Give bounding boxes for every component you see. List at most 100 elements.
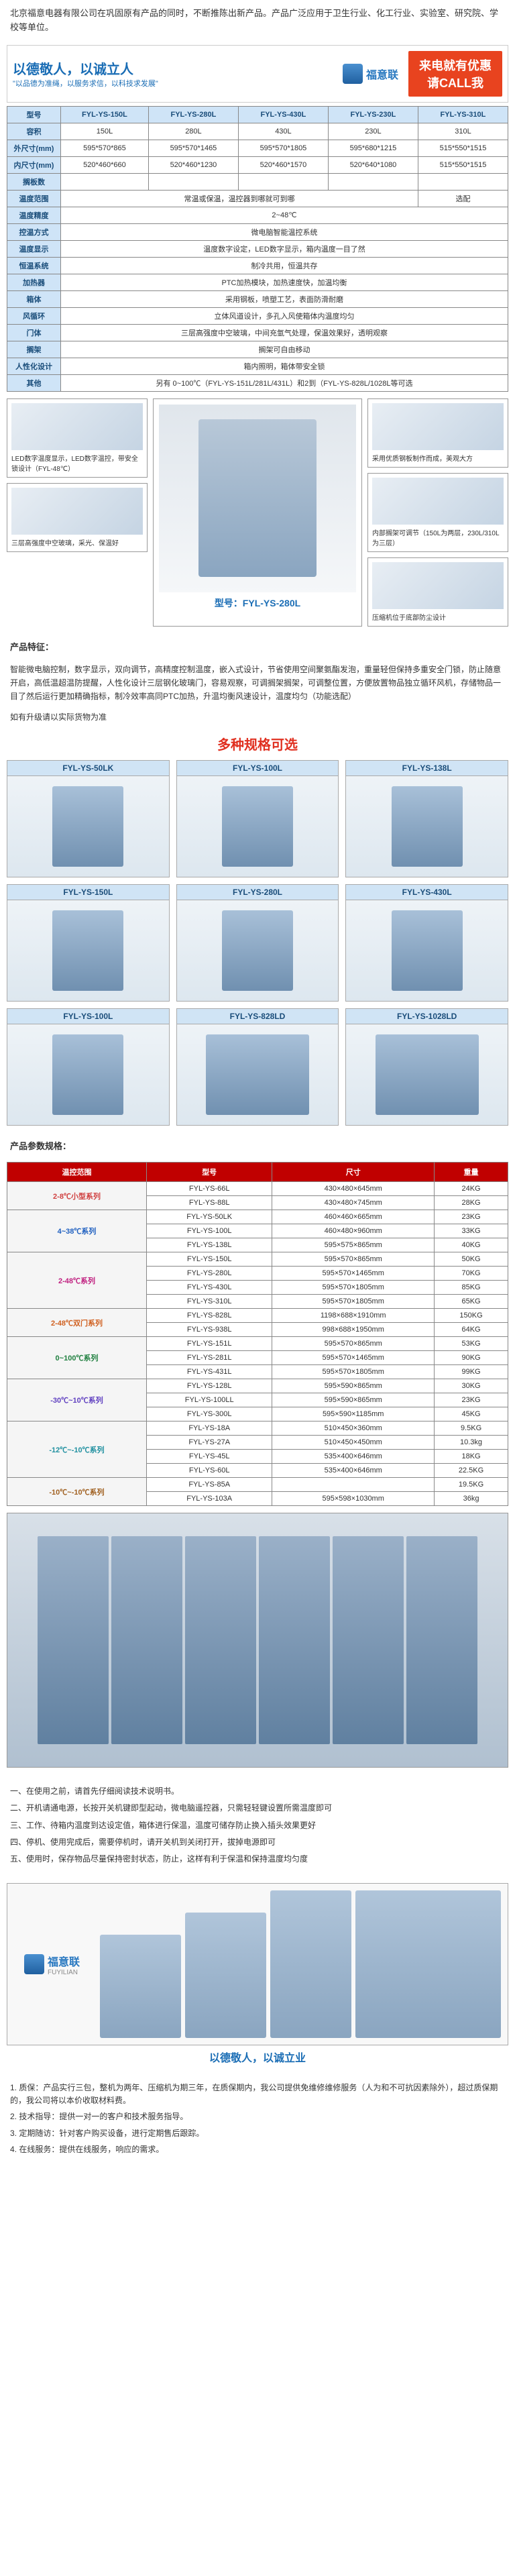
spec-cell: 外尺寸(mm) <box>7 140 61 156</box>
spec-cell: 430L <box>238 123 328 140</box>
param-cell: FYL-YS-310L <box>147 1295 272 1309</box>
spec-cell: 恒温系统 <box>7 257 61 274</box>
model-cell: FYL-YS-430L <box>345 884 508 1002</box>
spec-cell: 温度精度 <box>7 207 61 223</box>
spec-cell: 控温方式 <box>7 223 61 240</box>
param-cell: 150KG <box>435 1309 508 1323</box>
param-cell: 595×590×865mm <box>272 1393 435 1407</box>
model-cell: FYL-YS-100L <box>176 760 339 877</box>
feature-box: LED数字温度显示，LED数字温控，带安全锁设计（FYL-48℃） <box>7 398 148 478</box>
param-cell <box>272 1478 435 1492</box>
feature-box: 采用优质钢板制作而成，美观大方 <box>367 398 508 468</box>
service-item: 2. 技术指导：提供一对一的客户和技术服务指导。 <box>10 2110 505 2123</box>
spec-cell: 温度范围 <box>7 190 61 207</box>
param-cell: 36kg <box>435 1492 508 1506</box>
spec-cell: 515*550*1515 <box>418 140 508 156</box>
param-cell: FYL-YS-430L <box>147 1281 272 1295</box>
series-label: 2-48℃系列 <box>7 1252 147 1309</box>
param-table: 温控范围型号尺寸重量 2-8℃小型系列FYL-YS-66L430×480×645… <box>7 1162 508 1506</box>
param-cell: 460×480×960mm <box>272 1224 435 1238</box>
spec-cell: 2~48℃ <box>61 207 508 223</box>
cta-line2: 请CALL我 <box>419 74 492 91</box>
param-header: 重量 <box>435 1163 508 1182</box>
param-cell: FYL-YS-300L <box>147 1407 272 1421</box>
main-model-label: 型号：FYL-YS-280L <box>159 596 356 610</box>
param-cell: 595×570×1805mm <box>272 1295 435 1309</box>
param-cell: 535×400×646mm <box>272 1464 435 1478</box>
spec-cell: 人性化设计 <box>7 358 61 374</box>
param-cell: 33KG <box>435 1224 508 1238</box>
param-cell: FYL-YS-150L <box>147 1252 272 1267</box>
spec-cell: 310L <box>418 123 508 140</box>
param-cell: 595×598×1030mm <box>272 1492 435 1506</box>
param-cell: 19.5KG <box>435 1478 508 1492</box>
series-label: -30℃~10℃系列 <box>7 1379 147 1421</box>
param-cell: FYL-YS-431L <box>147 1365 272 1379</box>
logo-icon <box>343 64 363 84</box>
param-cell: 595×570×1805mm <box>272 1281 435 1295</box>
cta-line1: 来电就有优惠 <box>419 56 492 74</box>
usage-item: 四、停机、使用完成后，需要停机时，请开关机到关闭打开，拔掉电源即可 <box>10 1836 505 1849</box>
param-cell: 18KG <box>435 1450 508 1464</box>
spec-cell <box>148 173 238 190</box>
param-header: 温控范围 <box>7 1163 147 1182</box>
param-cell: FYL-YS-100LL <box>147 1393 272 1407</box>
spec-cell: PTC加热模块，加热速度快，加温均衡 <box>61 274 508 290</box>
spec-header: FYL-YS-430L <box>238 106 328 123</box>
service-item: 1. 质保：产品实行三包，整机为两年、压缩机为期三年，在质保期内，我公司提供免维… <box>10 2082 505 2107</box>
installation-photo <box>7 1513 508 1768</box>
spec-cell: 230L <box>328 123 418 140</box>
model-label: FYL-YS-100L <box>177 761 339 776</box>
model-label: FYL-YS-828LD <box>177 1009 339 1024</box>
series-label: 2-8℃小型系列 <box>7 1182 147 1210</box>
spec-cell <box>328 173 418 190</box>
spec-cell: 595*570*1805 <box>238 140 328 156</box>
series-label: -12℃~-10℃系列 <box>7 1421 147 1478</box>
spec-cell: 立体风道设计，多孔入风使箱体内温度均匀 <box>61 307 508 324</box>
param-cell: 45KG <box>435 1407 508 1421</box>
param-cell: FYL-YS-18A <box>147 1421 272 1436</box>
spec-cell <box>238 173 328 190</box>
spec-cell: 520*460*1570 <box>238 156 328 173</box>
param-cell: FYL-YS-100L <box>147 1224 272 1238</box>
spec-cell: 280L <box>148 123 238 140</box>
param-cell: FYL-YS-50LK <box>147 1210 272 1224</box>
model-cell: FYL-YS-100L <box>7 1008 170 1126</box>
param-cell: 65KG <box>435 1295 508 1309</box>
footer-logo-text: 福意联 <box>48 1953 80 1969</box>
call-cta[interactable]: 来电就有优惠 请CALL我 <box>408 51 502 97</box>
param-cell: 64KG <box>435 1323 508 1337</box>
param-cell: 40KG <box>435 1238 508 1252</box>
series-label: 2-48℃双门系列 <box>7 1309 147 1337</box>
spec-header: FYL-YS-310L <box>418 106 508 123</box>
features-heading: 产品特征： <box>0 633 515 659</box>
param-cell: 460×460×665mm <box>272 1210 435 1224</box>
spec-cell: 门体 <box>7 324 61 341</box>
usage-item: 二、开机请通电源，长按开关机键即型起动，微电脑遥控器，只需轻轻键设置所需温度即可 <box>10 1802 505 1815</box>
model-label: FYL-YS-138L <box>346 761 508 776</box>
spec-cell: 选配 <box>418 190 508 207</box>
brand-logo: 福意联 <box>343 64 398 84</box>
param-cell: 998×688×1950mm <box>272 1323 435 1337</box>
param-cell: 595×570×1465mm <box>272 1351 435 1365</box>
series-label: 4~38℃系列 <box>7 1210 147 1252</box>
intro-text: 北京福意电器有限公司在巩固原有产品的同时，不断推陈出新产品。产品广泛应用于卫生行… <box>0 0 515 42</box>
param-cell: 595×570×1805mm <box>272 1365 435 1379</box>
param-cell: 595×570×1465mm <box>272 1267 435 1281</box>
main-product-image: 型号：FYL-YS-280L <box>153 398 362 627</box>
spec-cell: 520*640*1080 <box>328 156 418 173</box>
param-cell: 9.5KG <box>435 1421 508 1436</box>
features-body: 智能微电脑控制，数字显示，双向调节，高精度控制温度，嵌入式设计，节省使用空间聚氨… <box>0 659 515 707</box>
param-cell: 70KG <box>435 1267 508 1281</box>
multi-spec-title: 多种规格可选 <box>0 734 515 753</box>
footer-slogan: 以德敬人，以诚立业 <box>0 2049 515 2065</box>
param-cell: FYL-YS-103A <box>147 1492 272 1506</box>
usage-item: 五、使用时，保存物品尽量保持密封状态，防止，这样有利于保温和保持温度均匀度 <box>10 1853 505 1866</box>
model-cell: FYL-YS-280L <box>176 884 339 1002</box>
usage-item: 三、工作、待箱内温度到达设定值，箱体进行保温，温度可储存防止换入插头效果更好 <box>10 1819 505 1832</box>
model-grid: FYL-YS-50LKFYL-YS-100LFYL-YS-138LFYL-YS-… <box>7 760 508 1126</box>
param-cell: 99KG <box>435 1365 508 1379</box>
spec-header: FYL-YS-230L <box>328 106 418 123</box>
spec-cell: 595*570*1465 <box>148 140 238 156</box>
param-cell: 430×480×645mm <box>272 1182 435 1196</box>
